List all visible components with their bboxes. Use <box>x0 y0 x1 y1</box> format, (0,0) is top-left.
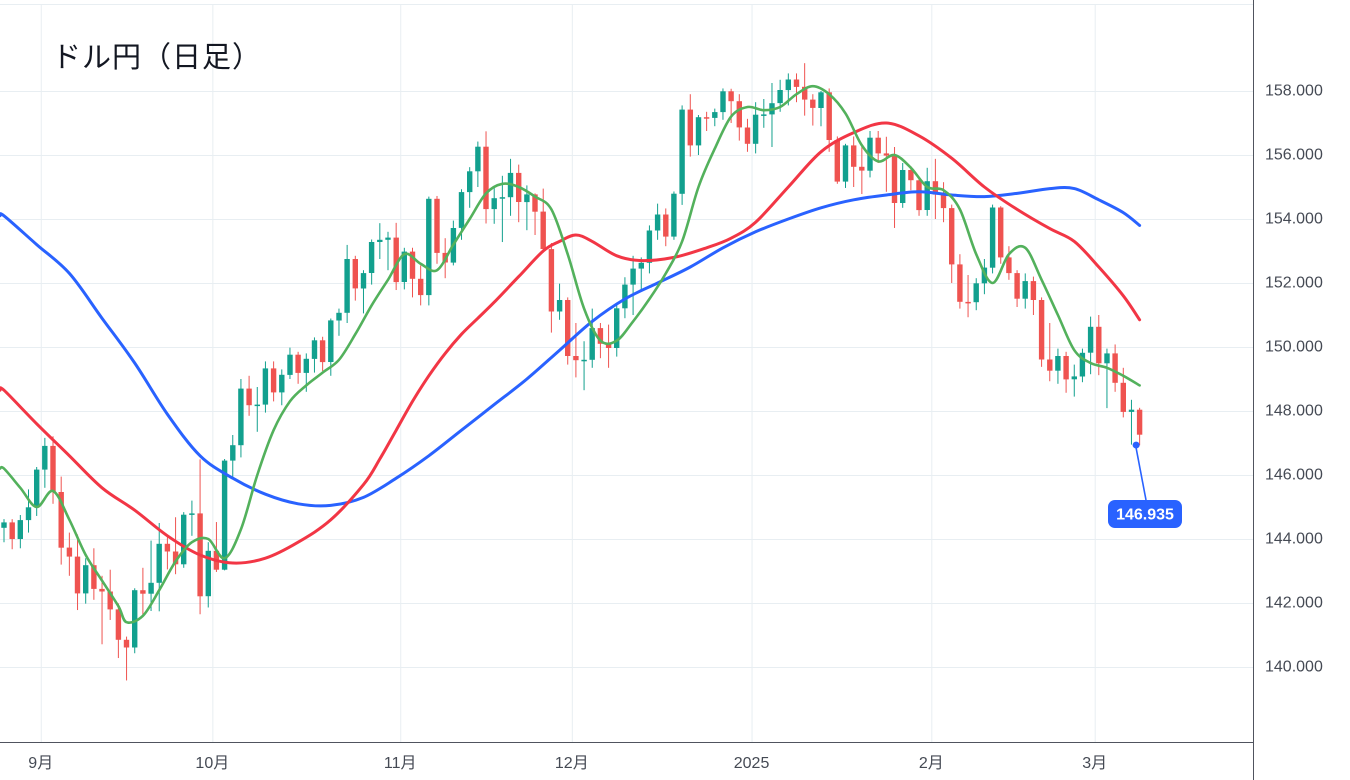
ma_slow-line <box>0 186 1142 508</box>
last-price-marker: 146.935 <box>1108 441 1182 528</box>
grid-layer <box>0 4 1254 742</box>
time-tick-label: 2025 <box>734 755 770 772</box>
price-tick-label: 154.000 <box>1265 211 1323 228</box>
price-tick-label: 150.000 <box>1265 339 1323 356</box>
price-tick-label: 146.000 <box>1265 467 1323 484</box>
time-tick-label: 11月 <box>384 755 417 772</box>
time-tick-label: 2月 <box>919 755 944 772</box>
last-price-label-box <box>1108 500 1182 528</box>
price-tick-label: 140.000 <box>1265 659 1323 676</box>
last-price-label: 146.935 <box>1116 507 1174 524</box>
price-tick-label: 156.000 <box>1265 147 1323 164</box>
price-tick-label: 152.000 <box>1265 275 1323 292</box>
price-axis-labels[interactable]: 158.000 156.000 154.000 152.000 150.000 148.0… <box>1265 83 1323 676</box>
time-tick-label: 9月 <box>28 755 53 772</box>
price-tick-label: 142.000 <box>1265 595 1323 612</box>
ma_mid-line <box>0 121 1142 565</box>
chart-title: ドル円（日足） <box>52 42 263 74</box>
price-tick-label: 144.000 <box>1265 531 1323 548</box>
time-tick-label: 12月 <box>555 755 589 772</box>
time-tick-label: 10月 <box>195 755 229 772</box>
time-tick-label: 3月 <box>1082 755 1107 772</box>
ma_fast-line <box>0 84 1141 624</box>
last-price-dot <box>1132 441 1140 449</box>
price-tick-label: 158.000 <box>1265 83 1323 100</box>
time-axis-labels[interactable]: 9月 10月 11月 12月 2025 2月 3月 <box>28 755 1107 772</box>
price-tick-label: 148.000 <box>1265 403 1323 420</box>
